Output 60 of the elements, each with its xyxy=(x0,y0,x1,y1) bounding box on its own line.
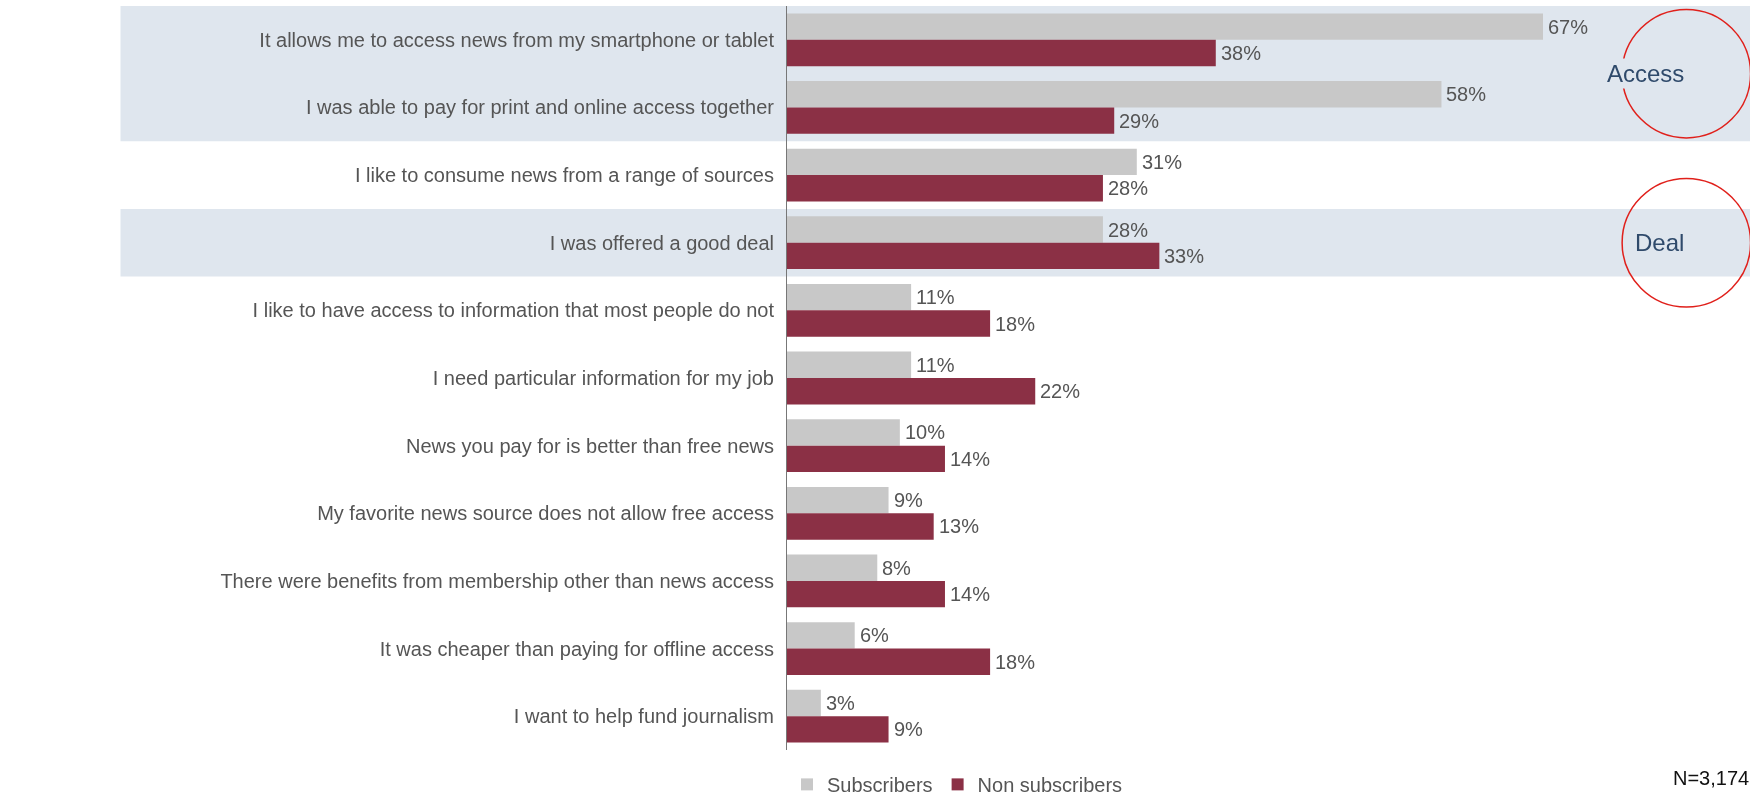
band-label: Access xyxy=(1607,60,1685,87)
bar xyxy=(787,648,991,675)
bar xyxy=(787,175,1103,202)
bar xyxy=(787,689,821,717)
y-tick-label: I like to have access to information that most people do not xyxy=(252,299,775,322)
data-label: 31% xyxy=(1142,151,1183,173)
bar xyxy=(787,107,1115,134)
data-label: 38% xyxy=(1221,42,1262,64)
bar xyxy=(787,580,945,608)
y-tick-label: My favorite news source does not allow free access xyxy=(317,502,774,525)
data-label: 9% xyxy=(894,718,924,740)
data-label: 28% xyxy=(1108,177,1149,199)
bar xyxy=(787,445,945,473)
data-label: 14% xyxy=(950,583,991,605)
data-label: 11% xyxy=(916,354,955,376)
bar xyxy=(787,513,934,540)
text: N=3,174 xyxy=(1673,767,1750,789)
data-label: 10% xyxy=(905,421,946,443)
data-label: 13% xyxy=(939,515,980,537)
data-label: 28% xyxy=(1108,219,1149,241)
data-label: 6% xyxy=(860,624,890,646)
y-tick-label: I was offered a good deal xyxy=(549,231,774,254)
data-label: 58% xyxy=(1446,83,1487,105)
y-tick-label: I want to help fund journalism xyxy=(513,705,774,728)
data-label: 18% xyxy=(995,651,1036,673)
bar xyxy=(787,39,1216,67)
data-label: 33% xyxy=(1164,245,1205,267)
bar xyxy=(787,622,855,649)
y-tick-label: It was cheaper than paying for offline access xyxy=(379,637,774,660)
data-label: 3% xyxy=(826,692,856,714)
bar xyxy=(787,81,1442,108)
y-tick-label: There were benefits from membership other than news access xyxy=(220,569,774,592)
data-label: 22% xyxy=(1040,380,1081,402)
bar xyxy=(787,13,1543,40)
y-tick-label: I need particular information for my job xyxy=(432,367,774,389)
bar xyxy=(787,216,1103,243)
data-label: 8% xyxy=(882,557,912,579)
bar xyxy=(787,486,889,514)
bar xyxy=(787,310,991,337)
band-label: Deal xyxy=(1635,229,1685,256)
bar xyxy=(787,148,1137,176)
y-tick-label: I like to consume news from a range of sources xyxy=(354,164,774,187)
data-label: 67% xyxy=(1548,16,1589,38)
data-label: 18% xyxy=(995,313,1036,335)
data-label: 9% xyxy=(894,489,924,511)
bar xyxy=(787,554,878,581)
legend-label: Subscribers xyxy=(827,774,933,797)
legend-label: Non subscribers xyxy=(977,774,1123,797)
bar xyxy=(787,716,889,743)
data-label: 14% xyxy=(950,448,991,470)
y-tick-label: News you pay for is better than free news xyxy=(406,434,774,457)
bar xyxy=(787,419,900,446)
bar xyxy=(787,242,1160,270)
bar xyxy=(787,378,1036,405)
data-label: 11% xyxy=(916,286,955,308)
y-tick-label: It allows me to access news from my smartphone or tablet xyxy=(259,28,775,51)
data-label: 29% xyxy=(1119,110,1160,132)
y-tick-label: I was able to pay for print and online access together xyxy=(305,96,775,119)
bar xyxy=(787,351,912,378)
bar xyxy=(787,283,912,311)
